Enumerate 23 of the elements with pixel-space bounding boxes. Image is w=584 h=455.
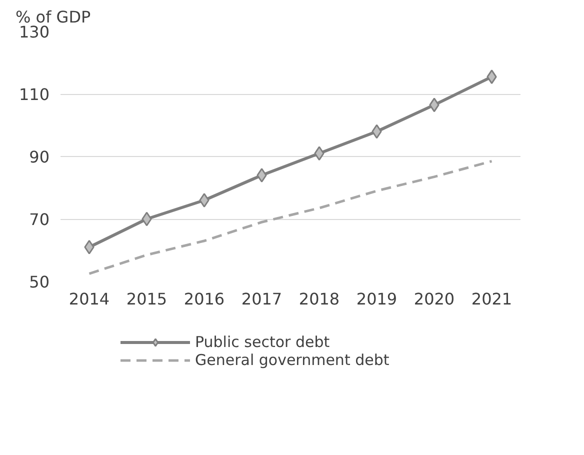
line-series (88, 160, 493, 275)
y-tick-label: 110 (18, 85, 50, 104)
x-tick-label: 2015 (126, 290, 168, 308)
point (84, 240, 94, 254)
y-tick-label: 70 (29, 210, 50, 229)
point (486, 70, 497, 84)
point (142, 212, 152, 226)
y-tick-label: 50 (29, 272, 50, 292)
legend-label: General government debt (195, 351, 390, 369)
x-tick-label: 2018 (298, 290, 340, 308)
x-tick-label: 2020 (414, 290, 455, 308)
point (372, 124, 382, 139)
x-tick-label: 2017 (241, 290, 282, 308)
y-tick-label: 90 (29, 148, 50, 166)
legend-label: Public sector debt (195, 333, 330, 351)
point (429, 98, 440, 112)
x-tick-label: 2021 (471, 290, 512, 308)
point (256, 168, 267, 182)
x-tick-label: 2019 (356, 290, 398, 308)
x-tick-label: 2014 (68, 290, 110, 308)
point (199, 193, 210, 208)
point (314, 146, 324, 161)
x-tick-label: 2016 (184, 290, 225, 308)
